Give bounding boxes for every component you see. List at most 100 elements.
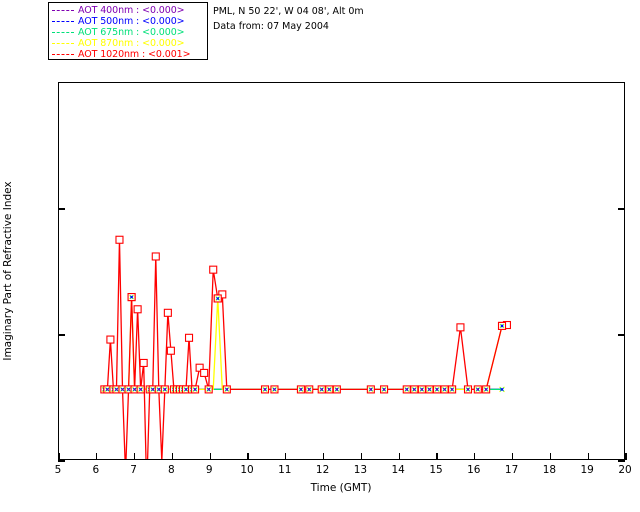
x-axis-title: Time (GMT): [310, 482, 372, 494]
legend-item-aot-870nm: AOT 870nm : <0.000>: [52, 38, 204, 49]
x-axis-tick: [360, 453, 363, 460]
legend-swatch-line-icon: [52, 32, 74, 33]
data-point-marker: [115, 235, 124, 244]
x-axis-tick: [285, 453, 287, 460]
data-point-marker: [435, 388, 439, 391]
legend-label: AOT 1020nm : <0.001>: [78, 49, 191, 60]
x-axis-tick: [511, 453, 514, 460]
data-point-marker: [166, 346, 175, 355]
x-axis-tick-label: 13: [353, 464, 368, 476]
legend-swatch-line-icon: [52, 43, 74, 44]
x-axis-tick-label: 5: [54, 464, 62, 476]
data-point-marker: [130, 295, 133, 299]
y-axis-title: Imaginary Part of Refractive Index: [2, 181, 14, 361]
legend-item-aot-500nm: AOT 500nm : <0.000>: [52, 16, 204, 27]
data-point-marker: [139, 358, 148, 368]
data-point-marker: [420, 388, 423, 391]
x-axis-tick: [474, 453, 476, 460]
data-point-marker: [151, 388, 154, 391]
data-point-marker: [207, 388, 210, 391]
x-axis-tick-label: 16: [467, 464, 481, 476]
data-point-marker: [106, 335, 115, 344]
data-point-marker: [328, 388, 331, 391]
marker-layer: [100, 235, 511, 394]
plot-frame: [58, 82, 627, 462]
x-axis-tick-label: 14: [391, 464, 405, 476]
y-axis-tick-right: [618, 460, 625, 462]
data-point-marker: [405, 388, 408, 391]
data-point-marker: [133, 305, 142, 314]
data-point-marker: [184, 388, 188, 391]
plot-area: [59, 83, 624, 459]
data-point-marker: [133, 388, 136, 391]
x-axis-tick: [398, 453, 400, 460]
data-point-marker: [106, 388, 109, 391]
data-point-marker: [456, 323, 465, 332]
data-point-marker: [195, 363, 204, 372]
data-point-marker: [273, 388, 276, 391]
x-axis-tick-label: 12: [315, 464, 330, 476]
data-point-marker: [200, 368, 209, 377]
x-axis-tick: [549, 453, 552, 460]
legend-swatch-line-icon: [52, 21, 74, 22]
x-axis-tick: [322, 453, 325, 460]
data-point-marker: [151, 252, 160, 261]
x-axis-tick-label: 10: [240, 464, 254, 476]
data-point-marker: [466, 388, 470, 391]
x-axis-tick-label: 8: [168, 464, 175, 476]
site-location-line: PML, N 50 22', W 04 08', Alt 0m: [213, 6, 364, 17]
legend-item-aot-1020nm: AOT 1020nm : <0.001>: [52, 49, 204, 60]
y-axis-tick: [58, 460, 65, 462]
data-point-marker: [121, 388, 124, 391]
x-axis-tick: [247, 453, 249, 460]
legend-swatch-line-icon: [52, 54, 74, 55]
series-line: [104, 239, 508, 459]
legend-label: AOT 675nm : <0.000>: [78, 27, 185, 38]
data-point-marker: [500, 387, 504, 391]
x-axis-tick-label: 19: [580, 464, 594, 476]
data-point-marker: [369, 388, 372, 391]
legend-item-aot-400nm: AOT 400nm : <0.000>: [52, 5, 204, 16]
x-axis-tick: [171, 453, 174, 460]
x-axis-tick-label: 17: [504, 464, 519, 476]
data-point-marker: [163, 308, 172, 317]
legend-swatch-line-icon: [52, 10, 74, 11]
legend-label: AOT 500nm : <0.000>: [78, 16, 185, 27]
data-point-marker: [428, 388, 431, 391]
data-point-marker: [500, 324, 504, 328]
data-point-marker: [485, 388, 488, 391]
x-axis-tick-label: 9: [205, 464, 213, 476]
x-axis-tick: [58, 453, 60, 460]
x-axis-tick: [133, 453, 136, 460]
data-point-marker: [382, 388, 386, 391]
x-axis-tick: [209, 453, 211, 460]
data-point-marker: [476, 388, 479, 391]
x-axis-tick: [587, 453, 589, 460]
data-point-marker: [320, 388, 323, 391]
legend-label: AOT 870nm : <0.000>: [78, 38, 185, 49]
data-point-marker: [443, 388, 446, 391]
data-point-marker: [209, 265, 218, 274]
data-point-marker: [127, 388, 130, 391]
x-axis-tick: [96, 453, 98, 460]
data-point-marker: [308, 388, 311, 391]
x-axis-tick-label: 20: [618, 464, 632, 476]
legend-item-aot-675nm: AOT 675nm : <0.000>: [52, 27, 204, 38]
x-axis-tick-label: 18: [542, 464, 557, 476]
data-point-marker: [299, 388, 303, 391]
data-point-marker: [218, 290, 227, 299]
legend-box: AOT 400nm : <0.000> AOT 500nm : <0.000> …: [48, 2, 208, 60]
x-axis-tick: [625, 453, 627, 460]
data-date-line: Data from: 07 May 2004: [213, 21, 329, 32]
data-point-marker: [157, 388, 160, 391]
data-point-marker: [139, 388, 142, 391]
data-point-marker: [115, 388, 118, 391]
data-point-marker: [184, 333, 194, 342]
x-axis-tick-label: 7: [130, 464, 137, 476]
series-1020nm: [104, 239, 508, 459]
data-point-marker: [225, 388, 228, 391]
x-axis-tick-label: 15: [429, 464, 443, 476]
y-axis-tick: [58, 208, 65, 210]
data-series-layer: [100, 235, 511, 459]
